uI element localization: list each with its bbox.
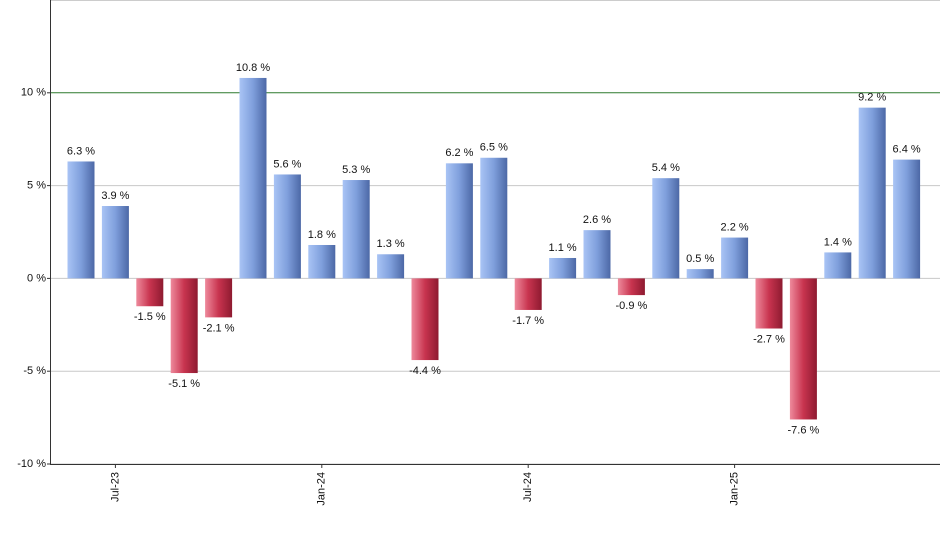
data-label: -0.9 % — [616, 300, 648, 312]
bar — [721, 237, 749, 279]
bar — [170, 278, 198, 374]
data-label: 6.3 % — [67, 145, 95, 157]
bar — [411, 278, 439, 361]
data-label: 1.8 % — [308, 229, 336, 241]
bar — [789, 278, 817, 420]
bar — [514, 278, 542, 310]
data-label: 1.4 % — [824, 236, 852, 248]
data-label: -5.1 % — [168, 378, 200, 390]
data-label: 5.6 % — [273, 158, 301, 170]
data-label: -1.7 % — [512, 315, 544, 327]
bar — [239, 77, 267, 279]
bar — [549, 257, 577, 279]
y-tick-label: 10 % — [21, 87, 46, 99]
bar — [617, 278, 645, 296]
bar — [205, 278, 233, 318]
data-label: -7.6 % — [788, 424, 820, 436]
data-label: 6.4 % — [893, 144, 921, 156]
bar — [755, 278, 783, 329]
data-label: 2.6 % — [583, 214, 611, 226]
data-label: -2.7 % — [753, 333, 785, 345]
data-label: 10.8 % — [236, 62, 270, 74]
bar — [445, 163, 473, 279]
bar — [824, 252, 852, 279]
bar — [583, 230, 611, 279]
data-label: 9.2 % — [858, 92, 886, 104]
bar — [101, 206, 129, 279]
x-tick-label: Jul-24 — [522, 472, 534, 502]
data-label: 0.5 % — [686, 253, 714, 265]
bar — [858, 107, 886, 279]
bar — [480, 157, 508, 279]
data-label: -1.5 % — [134, 311, 166, 323]
x-tick-label: Jan-25 — [729, 472, 741, 506]
y-tick-label: 5 % — [27, 180, 46, 192]
bar — [893, 159, 921, 279]
bar — [273, 174, 301, 279]
y-tick-label: 0 % — [27, 272, 46, 284]
bar — [652, 178, 680, 279]
bar — [308, 244, 336, 279]
data-label: -4.4 % — [409, 365, 441, 377]
data-label: 2.2 % — [721, 221, 749, 233]
data-label: 6.5 % — [480, 142, 508, 154]
x-tick-label: Jul-23 — [109, 472, 121, 502]
data-label: 1.1 % — [549, 242, 577, 254]
y-tick-label: -10 % — [17, 458, 46, 470]
bar — [67, 161, 95, 279]
y-tick-label: -5 % — [23, 365, 46, 377]
data-label: 5.4 % — [652, 162, 680, 174]
bar — [342, 180, 370, 279]
x-tick-label: Jan-24 — [316, 472, 328, 506]
data-label: 5.3 % — [342, 164, 370, 176]
data-label: 3.9 % — [101, 190, 129, 202]
bar — [136, 278, 164, 307]
data-label: -2.1 % — [203, 322, 235, 334]
data-label: 1.3 % — [377, 238, 405, 250]
bar — [377, 254, 405, 279]
bar — [686, 269, 714, 279]
data-label: 6.2 % — [445, 147, 473, 159]
